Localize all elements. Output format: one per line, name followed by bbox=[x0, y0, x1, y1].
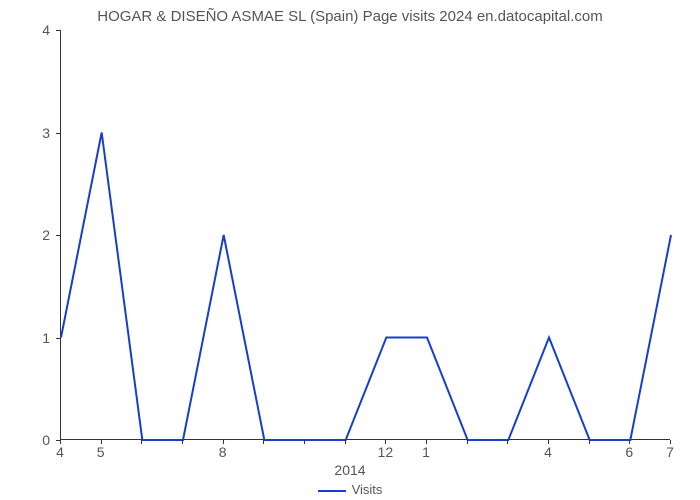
xtick-mark bbox=[345, 440, 346, 444]
xtick-mark bbox=[304, 440, 305, 444]
xtick-mark bbox=[507, 440, 508, 444]
ytick-mark bbox=[56, 235, 60, 236]
x-axis-label: 2014 bbox=[0, 462, 700, 478]
ytick-label: 2 bbox=[0, 227, 50, 243]
xtick-label: 4 bbox=[56, 444, 64, 460]
xtick-mark bbox=[589, 440, 590, 444]
legend-line-swatch bbox=[318, 490, 346, 492]
line-series bbox=[61, 30, 670, 439]
xtick-mark bbox=[263, 440, 264, 444]
ytick-label: 4 bbox=[0, 22, 50, 38]
xtick-label: 7 bbox=[666, 444, 674, 460]
ytick-label: 3 bbox=[0, 125, 50, 141]
ytick-label: 0 bbox=[0, 432, 50, 448]
plot-area bbox=[60, 30, 670, 440]
xtick-label: 12 bbox=[378, 444, 394, 460]
xtick-mark bbox=[141, 440, 142, 444]
ytick-mark bbox=[56, 30, 60, 31]
xtick-label: 6 bbox=[625, 444, 633, 460]
xtick-mark bbox=[182, 440, 183, 444]
xtick-label: 1 bbox=[422, 444, 430, 460]
xtick-label: 5 bbox=[97, 444, 105, 460]
xtick-label: 8 bbox=[219, 444, 227, 460]
xtick-label: 4 bbox=[544, 444, 552, 460]
ytick-mark bbox=[56, 338, 60, 339]
legend-label: Visits bbox=[352, 482, 383, 497]
ytick-label: 1 bbox=[0, 330, 50, 346]
chart-title: HOGAR & DISEÑO ASMAE SL (Spain) Page vis… bbox=[0, 8, 700, 25]
ytick-mark bbox=[56, 133, 60, 134]
chart-container: HOGAR & DISEÑO ASMAE SL (Spain) Page vis… bbox=[0, 0, 700, 500]
xtick-mark bbox=[467, 440, 468, 444]
legend: Visits bbox=[0, 482, 700, 497]
